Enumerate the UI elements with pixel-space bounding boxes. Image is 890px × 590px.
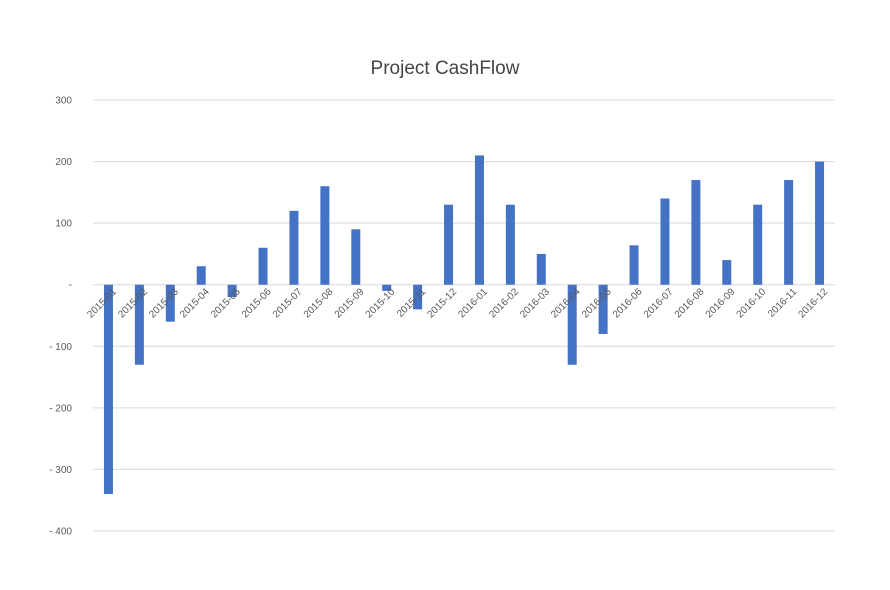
bar-2016-04 (567, 284, 577, 365)
bar-2015-07 (289, 210, 299, 285)
x-tick-label: 2015-07 (271, 286, 305, 320)
bar-2015-12 (444, 204, 454, 285)
bar-2015-04 (196, 266, 206, 285)
x-tick-label: 2016-05 (580, 286, 614, 320)
bar-2015-05 (227, 284, 237, 298)
x-tick-label: 2016-06 (611, 286, 645, 320)
bar-2016-09 (722, 260, 732, 285)
chart-title: Project CashFlow (370, 58, 520, 79)
x-tick-label: 2016-09 (704, 286, 738, 320)
bar-2016-02 (505, 204, 515, 285)
bar-2015-10 (382, 284, 392, 291)
x-tick-label: 2015-02 (116, 286, 150, 320)
bar-2015-01 (103, 284, 113, 495)
bar-2016-03 (536, 253, 546, 285)
y-tick-label: 200 (55, 157, 72, 168)
x-tick-label: 2015-09 (333, 286, 367, 320)
x-tick-label: 2015-08 (302, 286, 336, 320)
x-tick-label: 2015-03 (147, 286, 181, 320)
x-tick-label: 2016-03 (518, 286, 552, 320)
y-tick-label: - 400 (49, 527, 72, 538)
x-tick-label: 2015-06 (240, 286, 274, 320)
x-tick-label: 2015-10 (364, 286, 398, 320)
bar-2015-03 (165, 284, 175, 322)
bar-2015-09 (351, 229, 361, 285)
bar-2016-01 (474, 155, 484, 285)
x-tick-label: 2015-05 (209, 286, 243, 320)
x-tick-label: 2015-11 (395, 286, 429, 320)
bar-2016-08 (691, 180, 701, 285)
bar-2015-06 (258, 247, 268, 285)
y-tick-label: 100 (55, 219, 72, 230)
y-tick-label: - (69, 280, 72, 291)
x-tick-label: 2016-04 (549, 286, 583, 320)
x-tick-label: 2016-02 (487, 286, 521, 320)
bar-2016-06 (629, 245, 639, 285)
bar-2015-11 (413, 284, 423, 310)
y-tick-label: - 100 (49, 342, 72, 353)
bar-2015-02 (134, 284, 144, 365)
x-tick-label: 2016-01 (456, 286, 490, 320)
y-tick-label: 300 (55, 96, 72, 107)
x-tick-label: 2016-07 (642, 286, 676, 320)
x-tick-label: 2016-11 (766, 286, 800, 320)
y-tick-label: - 300 (49, 465, 72, 476)
x-tick-label: 2016-08 (673, 286, 707, 320)
y-tick-label: - 200 (49, 403, 72, 414)
bar-2016-05 (598, 284, 608, 334)
bar-2015-08 (320, 186, 330, 285)
x-tick-label: 2016-10 (735, 286, 769, 320)
x-tick-label: 2015-01 (85, 286, 119, 320)
bar-2016-11 (784, 180, 794, 285)
x-tick-label: 2015-12 (425, 286, 459, 320)
bar-2016-12 (815, 161, 825, 285)
bar-2016-10 (753, 204, 763, 285)
x-tick-label: 2015-04 (178, 286, 212, 320)
bar-2016-07 (660, 198, 670, 285)
x-tick-label: 2016-12 (796, 286, 830, 320)
